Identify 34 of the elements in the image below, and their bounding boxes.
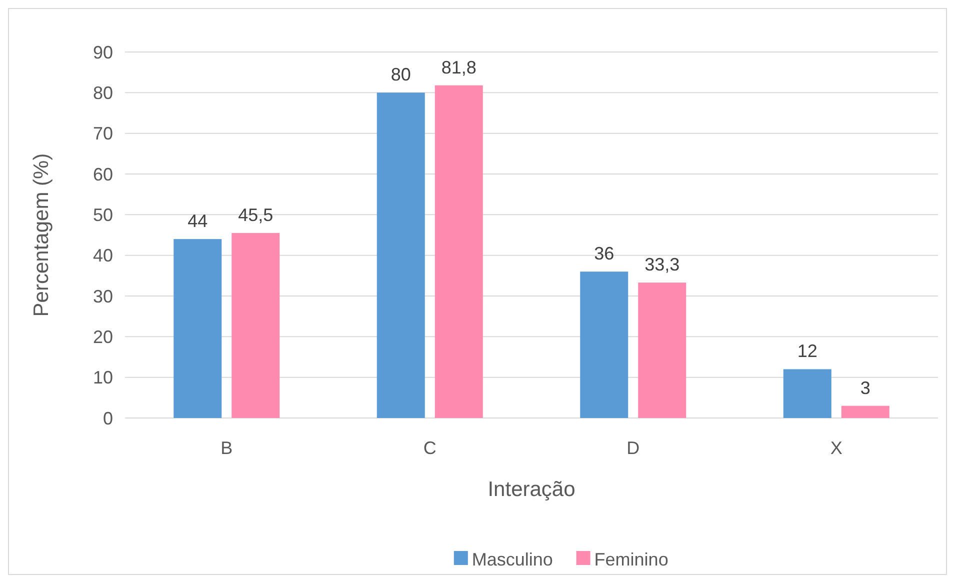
y-tick-label: 10 <box>92 368 113 388</box>
data-label: 81,8 <box>441 57 476 78</box>
y-tick-label: 20 <box>92 326 113 347</box>
data-label: 45,5 <box>238 204 274 225</box>
y-tick-label: 60 <box>92 164 113 184</box>
bar <box>434 85 483 418</box>
x-tick-label: B <box>220 438 233 458</box>
data-label: 12 <box>797 341 818 362</box>
data-label: 33,3 <box>644 254 680 275</box>
y-tick-label: 0 <box>102 408 113 428</box>
x-tick-label: X <box>830 438 842 458</box>
x-tick-label: D <box>626 438 640 458</box>
y-tick-label: 70 <box>92 124 113 144</box>
y-axis-title: Percentagem (%) <box>30 153 53 317</box>
x-tick-label: C <box>423 438 436 458</box>
y-tick-label: 80 <box>92 82 113 103</box>
bar <box>232 232 280 418</box>
bar <box>783 369 832 418</box>
y-tick-label: 40 <box>92 246 113 266</box>
x-axis-title: Interação <box>488 478 576 501</box>
bar <box>638 282 686 418</box>
bar <box>376 92 425 418</box>
data-label: 44 <box>188 211 208 232</box>
bar <box>174 239 222 418</box>
bar <box>841 406 890 418</box>
data-label: 36 <box>594 244 614 264</box>
legend-label: Feminino <box>594 549 668 570</box>
bar <box>580 272 628 418</box>
data-label: 80 <box>390 64 411 85</box>
y-tick-label: 90 <box>92 42 113 62</box>
y-tick-label: 50 <box>92 204 113 225</box>
data-label: 3 <box>860 378 870 398</box>
legend-label: Masculino <box>472 549 553 570</box>
y-tick-label: 30 <box>92 286 113 306</box>
